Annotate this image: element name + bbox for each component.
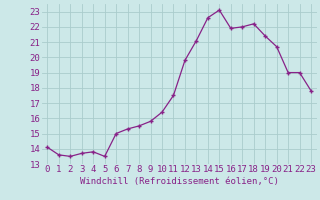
X-axis label: Windchill (Refroidissement éolien,°C): Windchill (Refroidissement éolien,°C) (80, 177, 279, 186)
